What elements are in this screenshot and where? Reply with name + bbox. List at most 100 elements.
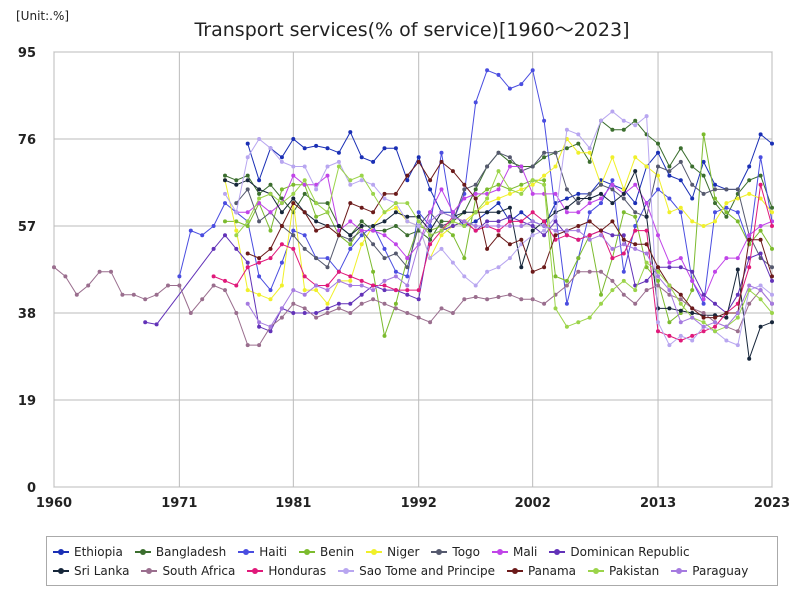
data-point-pakistan	[507, 187, 512, 192]
data-point-paraguay	[576, 228, 581, 233]
data-point-honduras	[701, 329, 706, 334]
data-point-pakistan	[735, 315, 740, 320]
data-point-panama	[519, 237, 524, 242]
series-line-honduras	[213, 184, 773, 341]
data-point-bangladesh	[587, 159, 592, 164]
legend: Ethiopia Bangladesh Haiti Benin Niger Togo Mal…	[46, 536, 778, 586]
legend-label: Sao Tome and Principe	[359, 563, 495, 578]
data-point-haiti	[302, 233, 307, 238]
data-point-mali	[405, 256, 410, 261]
data-point-south-africa	[359, 301, 364, 306]
data-point-sao-tome-and-principe	[564, 127, 569, 132]
data-point-mali	[507, 164, 512, 169]
data-point-dominican-republic	[416, 297, 421, 302]
data-point-panama	[758, 237, 763, 242]
data-point-ethiopia	[770, 141, 774, 146]
data-point-paraguay	[644, 251, 649, 256]
data-point-mali	[530, 191, 535, 196]
data-point-south-africa	[211, 283, 216, 288]
data-point-pakistan	[496, 169, 501, 174]
data-point-panama	[701, 315, 706, 320]
data-point-sri-lanka	[770, 320, 774, 325]
data-point-benin	[713, 196, 717, 201]
data-point-haiti	[587, 210, 592, 215]
data-point-haiti	[519, 82, 524, 87]
data-point-paraguay	[758, 288, 763, 293]
data-point-niger	[257, 292, 262, 297]
data-point-bangladesh	[770, 205, 774, 210]
data-point-panama	[690, 306, 695, 311]
data-point-paraguay	[428, 219, 433, 224]
data-point-sao-tome-and-principe	[245, 155, 250, 160]
data-point-south-africa	[428, 320, 433, 325]
data-point-benin	[690, 288, 695, 293]
data-point-sri-lanka	[382, 219, 387, 224]
data-point-togo	[770, 265, 774, 270]
legend-item-togo: Togo	[431, 542, 480, 561]
data-point-mali	[428, 210, 433, 215]
data-point-panama	[416, 159, 421, 164]
legend-swatch	[247, 566, 264, 576]
data-point-togo	[393, 251, 398, 256]
data-point-sri-lanka	[667, 306, 672, 311]
data-point-mali	[371, 228, 376, 233]
data-point-pakistan	[279, 201, 284, 206]
data-point-honduras	[610, 256, 615, 261]
data-point-benin	[633, 214, 638, 219]
data-point-paraguay	[587, 237, 592, 242]
data-point-sao-tome-and-principe	[576, 132, 581, 137]
data-point-ethiopia	[678, 178, 683, 183]
data-point-sao-tome-and-principe	[473, 283, 478, 288]
data-point-sri-lanka	[393, 210, 398, 215]
data-point-sao-tome-and-principe	[234, 210, 239, 215]
data-point-south-africa	[109, 269, 113, 274]
data-point-sri-lanka	[336, 224, 341, 228]
data-point-south-africa	[416, 315, 421, 320]
data-point-benin	[724, 210, 729, 215]
data-point-dominican-republic	[496, 219, 501, 224]
data-point-togo	[405, 265, 410, 270]
data-point-niger	[314, 288, 319, 293]
series-line-mali	[236, 166, 773, 300]
data-point-sri-lanka	[462, 210, 467, 215]
data-point-paraguay	[405, 283, 410, 288]
data-point-pakistan	[485, 196, 490, 201]
data-point-ethiopia	[416, 155, 421, 160]
data-point-pakistan	[587, 315, 592, 320]
data-point-ethiopia	[633, 201, 638, 206]
legend-label: South Africa	[162, 563, 236, 578]
legend-item-panama: Panama	[506, 561, 577, 580]
data-point-haiti	[188, 228, 193, 233]
data-point-bangladesh	[621, 127, 626, 132]
data-point-honduras	[279, 242, 284, 247]
data-point-panama	[599, 228, 603, 233]
data-point-south-africa	[678, 297, 683, 302]
data-point-paraguay	[314, 283, 319, 288]
data-point-dominican-republic	[336, 301, 341, 306]
data-point-sao-tome-and-principe	[268, 146, 273, 151]
legend-item-pakistan: Pakistan	[588, 561, 659, 580]
data-point-bangladesh	[724, 214, 729, 219]
data-point-mali	[302, 182, 307, 187]
data-point-haiti	[291, 228, 296, 233]
data-point-haiti	[428, 224, 433, 228]
data-point-south-africa	[530, 297, 535, 302]
legend-swatch	[53, 547, 69, 557]
data-point-haiti	[507, 86, 512, 91]
data-point-sao-tome-and-principe	[325, 164, 330, 169]
data-point-haiti	[382, 246, 387, 251]
data-point-south-africa	[279, 315, 284, 320]
data-point-pakistan	[713, 329, 717, 334]
data-point-haiti	[496, 72, 501, 77]
data-point-haiti	[473, 100, 478, 105]
legend-label: Panama	[527, 563, 577, 578]
data-point-south-africa	[450, 311, 455, 315]
data-point-niger	[644, 164, 649, 169]
legend-swatch	[671, 566, 688, 576]
data-point-niger	[348, 278, 353, 283]
data-point-sao-tome-and-principe	[530, 233, 535, 238]
data-point-panama	[268, 246, 273, 251]
data-point-togo	[314, 256, 319, 261]
data-point-honduras	[416, 288, 421, 293]
data-point-south-africa	[633, 301, 638, 306]
